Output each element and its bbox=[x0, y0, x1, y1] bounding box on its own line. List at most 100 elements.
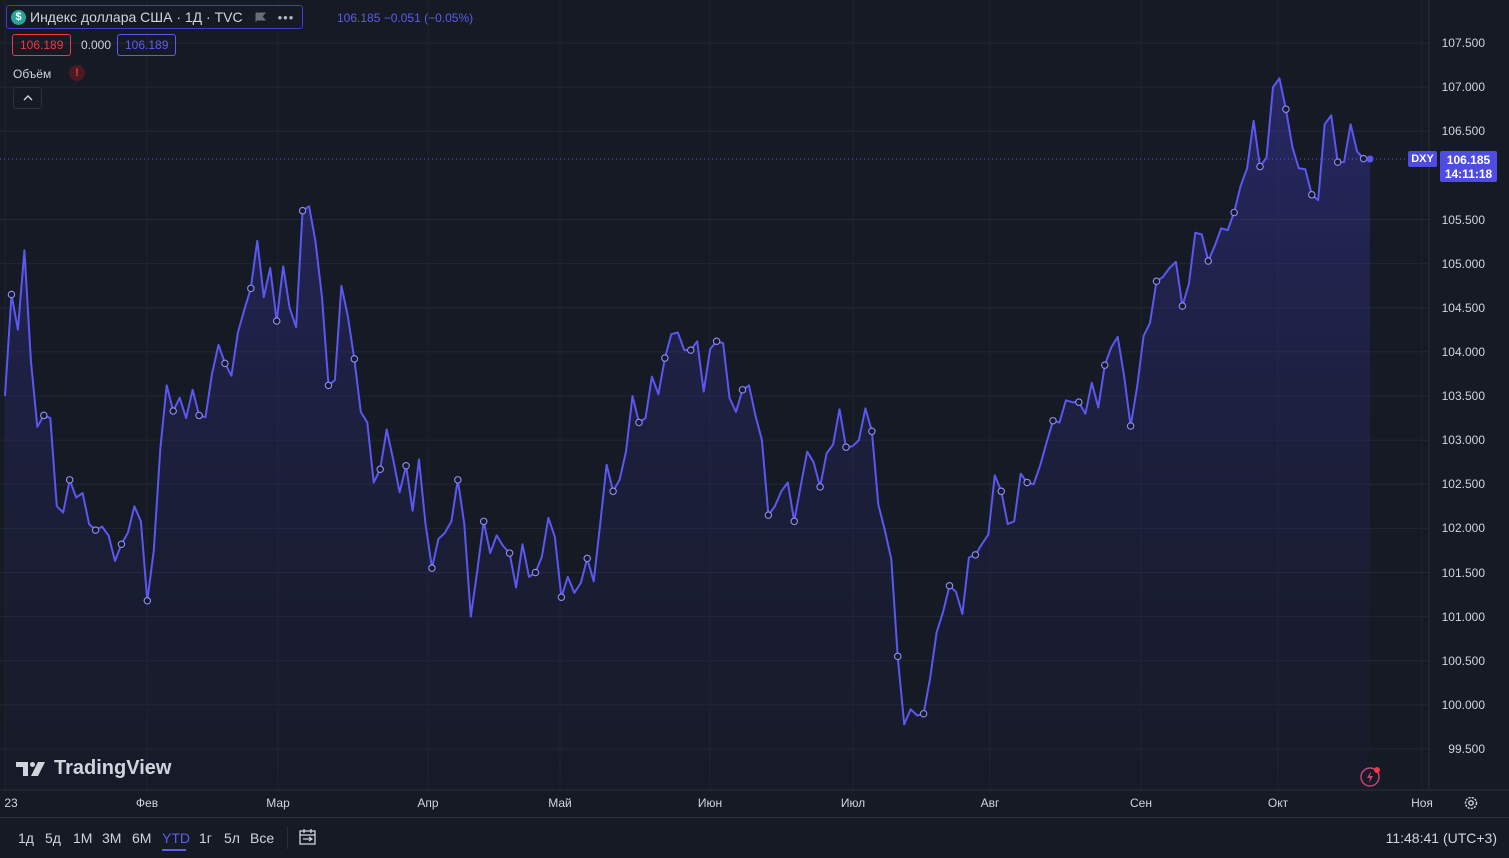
data-point-marker bbox=[402, 461, 410, 470]
data-point-marker bbox=[91, 526, 100, 534]
data-point-marker bbox=[868, 427, 876, 436]
y-tick-label: 106.500 bbox=[1441, 124, 1485, 139]
range-tab[interactable]: 6М bbox=[132, 830, 152, 846]
spread-value: 0.000 bbox=[81, 38, 112, 52]
lightning-icon[interactable] bbox=[1359, 765, 1383, 789]
data-point-marker bbox=[454, 476, 462, 484]
collapse-legend-button[interactable] bbox=[13, 87, 42, 109]
symbol-title-box[interactable]: $ Индекс доллара США · 1Д · TVC ••• bbox=[6, 5, 304, 29]
x-tick-label: Ноя bbox=[1411, 796, 1433, 810]
x-tick-label: Фев bbox=[135, 796, 159, 810]
data-point-marker bbox=[609, 487, 617, 496]
data-point-marker bbox=[531, 568, 540, 577]
last-price-dot bbox=[1366, 155, 1374, 163]
data-point-marker bbox=[1282, 105, 1290, 113]
data-point-marker bbox=[272, 317, 281, 325]
data-point-marker bbox=[1126, 422, 1135, 430]
y-tick-label: 105.000 bbox=[1441, 256, 1485, 271]
data-point-marker bbox=[1023, 478, 1031, 487]
data-point-marker bbox=[1204, 257, 1213, 265]
tradingview-logo[interactable]: TradingView bbox=[16, 757, 171, 780]
data-point-marker bbox=[195, 411, 203, 420]
dollar-icon: $ bbox=[11, 9, 26, 25]
tradingview-logo-text: TradingView bbox=[54, 757, 172, 779]
bar-countdown: 14:11:18 bbox=[1444, 166, 1493, 181]
toolbar-divider bbox=[287, 827, 288, 849]
range-tab[interactable]: Все bbox=[250, 830, 275, 846]
chevron-up-icon bbox=[23, 95, 32, 101]
warning-icon[interactable]: ! bbox=[69, 65, 85, 81]
data-point-marker bbox=[143, 596, 152, 605]
data-point-marker bbox=[1256, 162, 1264, 171]
ask-price-box[interactable]: 106.189 bbox=[117, 34, 177, 56]
x-tick-label: Июл bbox=[840, 796, 866, 810]
data-point-marker bbox=[40, 411, 48, 420]
data-point-marker bbox=[1230, 208, 1238, 217]
data-point-marker bbox=[816, 483, 824, 491]
y-tick-label: 103.500 bbox=[1441, 389, 1485, 403]
y-tick-label: 107.000 bbox=[1441, 80, 1485, 95]
data-point-marker bbox=[945, 581, 954, 590]
range-tab[interactable]: 5д bbox=[45, 830, 61, 846]
x-tick-label: Окт bbox=[1267, 796, 1289, 810]
go-to-date-icon[interactable] bbox=[297, 827, 319, 847]
symbol-title: Индекс доллара США · 1Д · TVC bbox=[30, 9, 243, 25]
data-point-marker bbox=[712, 337, 721, 346]
x-tick-label: 23 bbox=[4, 796, 18, 810]
range-tab[interactable]: 1М bbox=[73, 830, 93, 846]
price-chart[interactable] bbox=[0, 0, 1509, 817]
data-point-marker bbox=[247, 284, 255, 293]
x-tick-label: Мар bbox=[266, 796, 290, 810]
data-point-marker bbox=[790, 517, 798, 526]
active-range-underline bbox=[162, 849, 186, 851]
data-point-marker bbox=[169, 407, 177, 415]
y-tick-label: 100.500 bbox=[1441, 653, 1485, 668]
data-point-marker bbox=[1049, 416, 1057, 425]
data-point-marker bbox=[324, 381, 333, 390]
data-point-marker bbox=[298, 206, 307, 215]
data-point-marker bbox=[1359, 154, 1368, 163]
data-point-marker bbox=[557, 593, 566, 601]
range-tab[interactable]: 3М bbox=[102, 830, 122, 846]
data-point-marker bbox=[893, 652, 902, 661]
range-tab[interactable]: 1д bbox=[18, 830, 34, 846]
range-tab[interactable]: YTD bbox=[162, 830, 190, 846]
range-tab[interactable]: 5л bbox=[224, 830, 240, 846]
data-point-marker bbox=[1308, 191, 1316, 199]
data-point-marker bbox=[635, 418, 643, 427]
range-tab[interactable]: 1г bbox=[199, 830, 212, 846]
bid-price-box[interactable]: 106.189 bbox=[12, 34, 72, 56]
volume-indicator-label[interactable]: Объём bbox=[13, 67, 52, 81]
y-tick-label: 103.000 bbox=[1441, 433, 1485, 448]
data-point-marker bbox=[842, 443, 850, 451]
price-area-fill bbox=[5, 78, 1370, 791]
y-tick-label: 105.500 bbox=[1441, 212, 1485, 227]
y-tick-label: 107.500 bbox=[1441, 36, 1485, 50]
x-tick-label: Авг bbox=[980, 796, 1000, 810]
bottom-toolbar bbox=[0, 817, 1509, 858]
flag-icon[interactable] bbox=[255, 12, 266, 23]
data-point-marker bbox=[428, 564, 436, 572]
data-point-marker bbox=[1075, 398, 1083, 406]
clock-timezone[interactable]: 11:48:41 (UTC+3) bbox=[1385, 830, 1497, 846]
data-point-marker bbox=[505, 549, 514, 557]
x-tick-label: Май bbox=[548, 796, 572, 810]
data-point-marker bbox=[764, 511, 773, 519]
data-point-markers bbox=[7, 105, 1368, 718]
more-options-icon[interactable]: ••• bbox=[277, 9, 295, 25]
gear-icon[interactable] bbox=[1463, 795, 1479, 811]
data-point-marker bbox=[661, 354, 669, 362]
data-point-marker bbox=[1101, 361, 1109, 369]
data-point-marker bbox=[65, 476, 74, 484]
data-point-marker bbox=[1152, 277, 1161, 286]
y-tick-label: 104.500 bbox=[1441, 300, 1485, 315]
data-point-marker bbox=[971, 551, 980, 559]
data-point-marker bbox=[350, 355, 359, 363]
data-point-marker bbox=[1333, 158, 1342, 166]
data-point-marker bbox=[1178, 302, 1187, 310]
data-point-marker bbox=[686, 346, 695, 354]
data-point-marker bbox=[7, 290, 16, 299]
y-tick-label: 100.000 bbox=[1441, 697, 1485, 712]
y-tick-label: 104.000 bbox=[1441, 344, 1485, 359]
